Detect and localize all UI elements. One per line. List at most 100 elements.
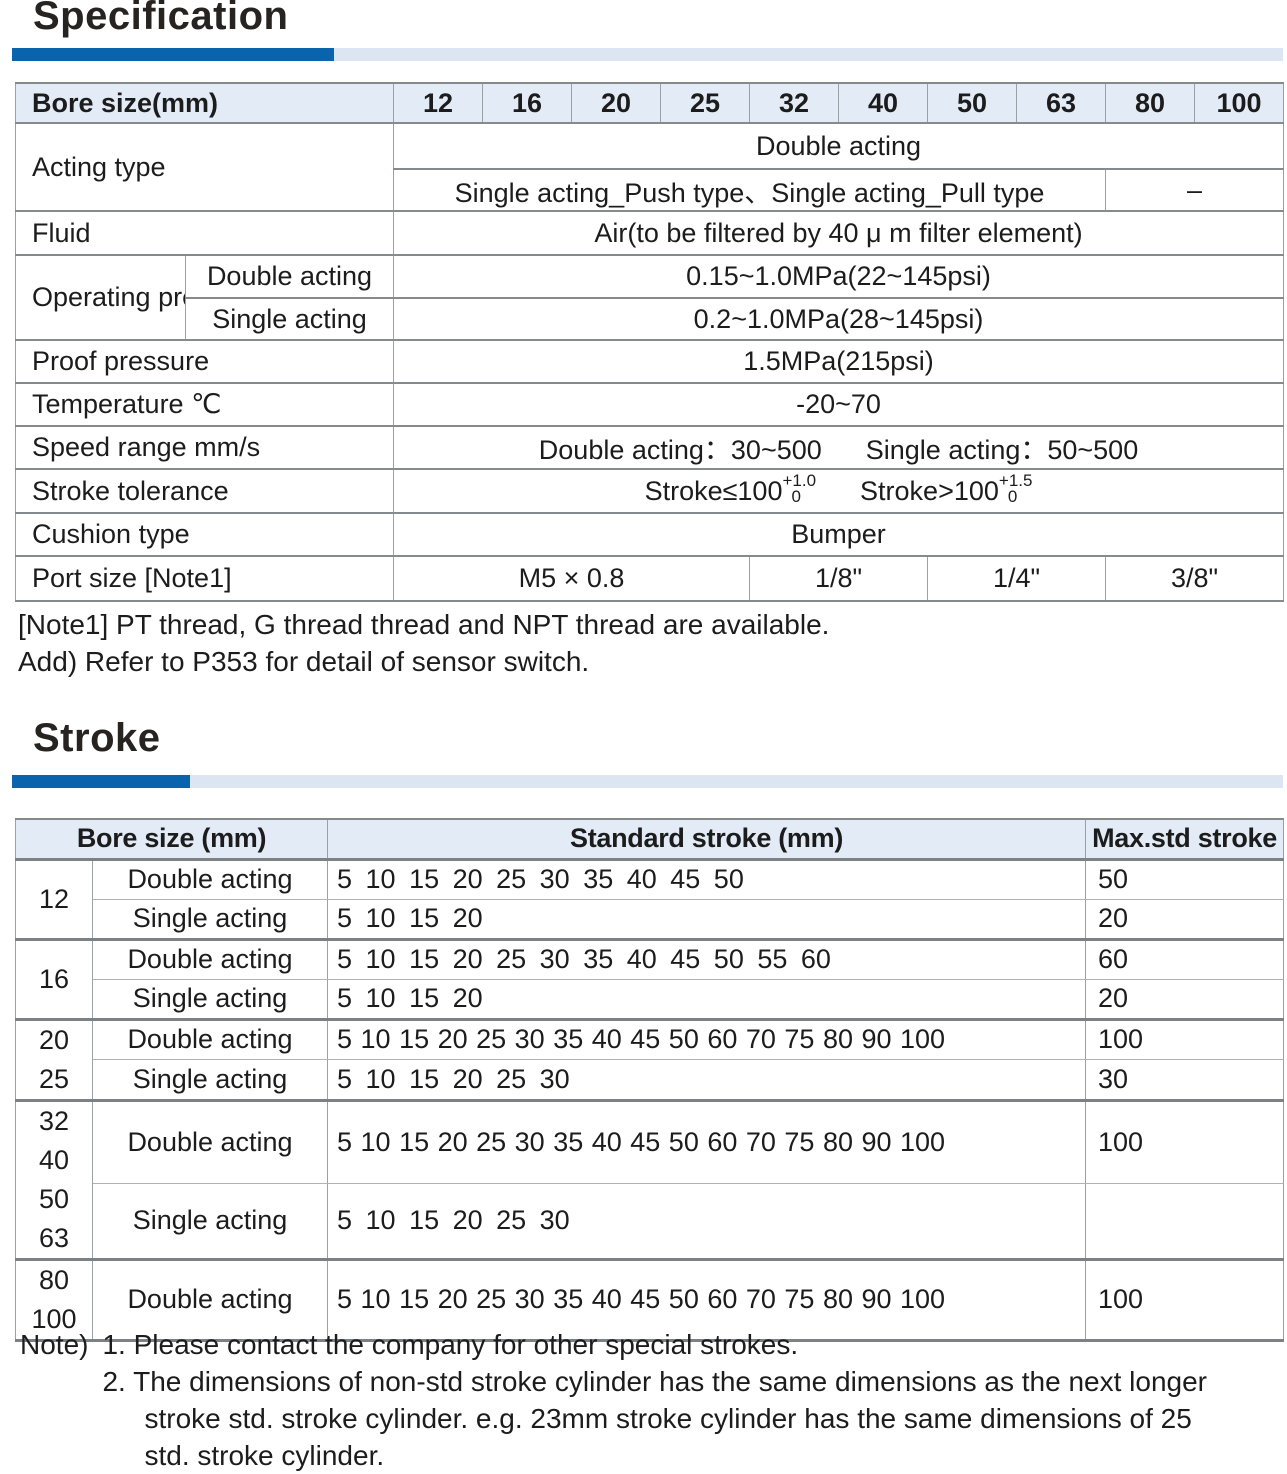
proof-pressure-label: Proof pressure — [14, 339, 395, 384]
specification-underline-accent — [12, 48, 334, 61]
stroke-notes: Note) 1. Please contact the company for … — [20, 1326, 1227, 1474]
bore-col-50: 50 — [927, 82, 1018, 124]
acting-cell: Single acting — [91, 898, 329, 940]
bore-value: 20 — [38, 1024, 70, 1055]
bore-col-80: 80 — [1105, 82, 1196, 124]
specification-note-1: [Note1] PT thread, G thread thread and N… — [18, 609, 830, 640]
acting-cell: Double acting — [91, 937, 329, 980]
temperature-label: Temperature ℃ — [14, 382, 395, 427]
acting-cell: Single acting — [91, 1182, 329, 1260]
acting-type-single-value: Single acting_Push type、Single acting_Pu… — [393, 168, 1107, 212]
max-stroke-cell: 100 — [1085, 1017, 1285, 1060]
stroke-title: Stroke — [33, 716, 161, 760]
bore-col-16: 16 — [482, 82, 573, 124]
bore-value: 40 — [38, 1144, 70, 1175]
temperature-value: -20~70 — [393, 382, 1285, 427]
bore-value: 80 — [38, 1264, 70, 1295]
bore-group-16: 16 — [15, 937, 93, 1020]
speed-range-single: Single acting：50~500 — [865, 435, 1139, 465]
bore-value: 12 — [38, 883, 70, 914]
max-stroke-cell: 20 — [1085, 898, 1285, 940]
port-size-1-4: 1/4" — [927, 555, 1107, 602]
bore-value: 25 — [38, 1063, 70, 1094]
specification-title-underline — [12, 48, 1283, 61]
stroke-tolerance-le-sub: 0 — [791, 487, 801, 507]
bore-col-12: 12 — [393, 82, 484, 124]
max-stroke-cell — [1085, 1182, 1285, 1260]
bore-value: 63 — [38, 1222, 70, 1253]
bore-col-100: 100 — [1194, 82, 1285, 124]
bore-size-header: Bore size(mm) — [14, 82, 395, 124]
stroke-tolerance-value: Stroke≤100 +1.0 0 Stroke>100 +1.5 0 — [393, 468, 1285, 514]
bore-value: 32 — [38, 1105, 70, 1136]
stroke-bore-size-header: Bore size (mm) — [14, 818, 329, 860]
bore-col-40: 40 — [838, 82, 929, 124]
bore-group-80-100: 80 100 — [15, 1257, 93, 1342]
cushion-type-label: Cushion type — [14, 512, 395, 557]
strokes-cell: 5 10 15 20 25 30 35 40 45 50 — [327, 857, 1087, 900]
acting-cell: Double acting — [91, 1257, 329, 1342]
max-stroke-cell: 50 — [1085, 857, 1285, 900]
standard-stroke-header: Standard stroke (mm) — [327, 818, 1087, 860]
stroke-tolerance-le-sup: +1.0 — [782, 471, 817, 491]
stroke-note-1: 1. Please contact the company for other … — [102, 1329, 799, 1360]
bore-group-32-40-50-63: 32 40 50 63 — [15, 1098, 93, 1260]
strokes-cell: 5 10 15 20 25 30 — [327, 1059, 1087, 1101]
stroke-notes-label: Note) — [20, 1329, 89, 1360]
bore-col-25: 25 — [660, 82, 751, 124]
specification-table: Bore size(mm) 12 16 20 25 32 40 50 63 80… — [14, 82, 1285, 602]
operating-pressure-single-label: Single acting — [184, 297, 395, 341]
strokes-cell: 5 10 15 20 — [327, 898, 1087, 940]
acting-cell: Single acting — [91, 978, 329, 1020]
bore-col-63: 63 — [1016, 82, 1107, 124]
stroke-title-underline — [12, 775, 1283, 788]
bore-group-20-25: 20 25 — [15, 1017, 93, 1101]
fluid-value: Air(to be filtered by 40 μ m filter elem… — [393, 210, 1285, 256]
speed-range-label: Speed range mm/s — [14, 425, 395, 470]
acting-type-label: Acting type — [14, 122, 395, 212]
bore-value: 16 — [38, 963, 70, 994]
cushion-type-value: Bumper — [393, 512, 1285, 557]
bore-group-12: 12 — [15, 857, 93, 940]
strokes-cell: 5 10 15 20 25 30 35 40 45 50 60 70 75 80… — [327, 1017, 1087, 1060]
acting-cell: Double acting — [91, 857, 329, 900]
stroke-tolerance-le: Stroke≤100 — [644, 475, 783, 506]
stroke-tolerance-gt: Stroke>100 — [860, 475, 999, 506]
max-stroke-cell: 20 — [1085, 978, 1285, 1020]
max-stroke-cell: 100 — [1085, 1098, 1285, 1184]
specification-notes: [Note1] PT thread, G thread thread and N… — [18, 606, 829, 680]
operating-pressure-double-label: Double acting — [184, 254, 395, 299]
stroke-tolerance-label: Stroke tolerance — [14, 468, 395, 514]
stroke-tolerance-gt-sup: +1.5 — [998, 471, 1033, 491]
operating-pressure-single-value: 0.2~1.0MPa(28~145psi) — [393, 297, 1285, 341]
port-size-label: Port size [Note1] — [14, 555, 395, 602]
bore-value: 100 — [31, 1303, 77, 1334]
bore-col-20: 20 — [571, 82, 662, 124]
strokes-cell: 5 10 15 20 — [327, 978, 1087, 1020]
max-std-stroke-header: Max.std stroke — [1085, 818, 1285, 860]
operating-pressure-double-value: 0.15~1.0MPa(22~145psi) — [393, 254, 1285, 299]
speed-range-double: Double acting：30~500 — [538, 435, 822, 465]
fluid-label: Fluid — [14, 210, 395, 256]
port-size-3-8: 3/8" — [1105, 555, 1285, 602]
strokes-cell: 5 10 15 20 25 30 — [327, 1182, 1087, 1260]
stroke-note-2: 2. The dimensions of non-std stroke cyli… — [102, 1366, 1207, 1471]
max-stroke-cell: 30 — [1085, 1059, 1285, 1101]
strokes-cell: 5 10 15 20 25 30 35 40 45 50 60 70 75 80… — [327, 1257, 1087, 1342]
proof-pressure-value: 1.5MPa(215psi) — [393, 339, 1285, 384]
stroke-tolerance-gt-sub: 0 — [1007, 487, 1018, 507]
max-stroke-cell: 100 — [1085, 1257, 1285, 1342]
bore-col-32: 32 — [749, 82, 840, 124]
acting-cell: Double acting — [91, 1017, 329, 1060]
acting-cell: Double acting — [91, 1098, 329, 1184]
acting-type-double-value: Double acting — [393, 122, 1285, 170]
specification-note-2: Add) Refer to P353 for detail of sensor … — [18, 646, 590, 677]
speed-range-value: Double acting：30~500 Single acting：50~500 — [393, 425, 1285, 470]
stroke-underline-accent — [12, 775, 190, 788]
port-size-m5: M5 × 0.8 — [393, 555, 751, 602]
acting-cell: Single acting — [91, 1059, 329, 1101]
max-stroke-cell: 60 — [1085, 937, 1285, 980]
port-size-1-8: 1/8" — [749, 555, 929, 602]
strokes-cell: 5 10 15 20 25 30 35 40 45 50 55 60 — [327, 937, 1087, 980]
operating-pressure-label: Operating pressure — [15, 254, 186, 341]
